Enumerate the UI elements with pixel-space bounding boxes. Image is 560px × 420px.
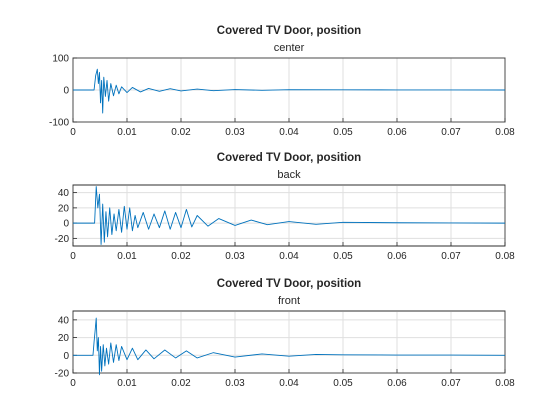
x-tick-label: 0.07 — [441, 378, 461, 389]
chart-title: Covered TV Door, position — [217, 152, 361, 164]
axes-box — [72, 184, 506, 247]
x-tick-label: 0.03 — [225, 127, 245, 138]
subplot-back: 0 0.01 0.02 0.03 0.04 0.05 0.06 0.07 0.0840200-2… — [55, 152, 516, 262]
chart-subtitle: front — [278, 295, 300, 307]
x-tick-label: 0.01 — [117, 127, 137, 138]
y-tick-label: 40 — [58, 188, 70, 199]
x-tick-label: 0.06 — [387, 251, 407, 262]
x-tick-label: 0.03 — [225, 378, 245, 389]
x-tick-label: 0.06 — [387, 378, 407, 389]
y-tick-label: -20 — [55, 234, 70, 245]
y-tick-label: 0 — [63, 86, 69, 97]
x-tick-label: 0.01 — [117, 378, 137, 389]
x-tick-label: 0.01 — [117, 251, 137, 262]
x-tick-label: 0.02 — [171, 378, 191, 389]
x-tick-label: 0 — [70, 378, 76, 389]
chart-title: Covered TV Door, position — [217, 278, 361, 290]
series-line-back — [73, 186, 506, 245]
y-tick-label: -20 — [55, 369, 70, 380]
x-tick-label: 0.05 — [333, 378, 353, 389]
x-tick-label: 0.08 — [495, 127, 515, 138]
series-line-front — [73, 317, 506, 376]
x-tick-label: 0.08 — [495, 378, 515, 389]
x-tick-label: 0.07 — [441, 251, 461, 262]
series-line-center — [73, 68, 506, 114]
x-tick-label: 0.02 — [171, 127, 191, 138]
subplot-center: 0 0.01 0.02 0.03 0.04 0.05 0.06 0.07 0.081000-10… — [49, 25, 515, 138]
y-tick-label: 0 — [63, 351, 69, 362]
chart-title: Covered TV Door, position — [217, 25, 361, 37]
x-tick-label: 0.04 — [279, 378, 299, 389]
y-tick-label: 20 — [58, 203, 70, 214]
axes-box — [72, 310, 506, 374]
y-tick-label: 20 — [58, 333, 70, 344]
chart-subtitle: center — [274, 42, 305, 54]
x-tick-label: 0.05 — [333, 251, 353, 262]
y-tick-label: 100 — [52, 54, 69, 65]
y-tick-label: 0 — [63, 219, 69, 230]
x-tick-label: 0 — [70, 251, 76, 262]
x-tick-label: 0.08 — [495, 251, 515, 262]
y-tick-label: 40 — [58, 315, 70, 326]
x-tick-label: 0.02 — [171, 251, 191, 262]
x-tick-label: 0.05 — [333, 127, 353, 138]
x-tick-label: 0.04 — [279, 251, 299, 262]
x-tick-label: 0.04 — [279, 127, 299, 138]
x-tick-label: 0.07 — [441, 127, 461, 138]
x-tick-label: 0.06 — [387, 127, 407, 138]
subplot-front: 0 0.01 0.02 0.03 0.04 0.05 0.06 0.07 0.0840200-2… — [55, 278, 516, 389]
chart-subtitle: back — [277, 169, 301, 181]
y-tick-label: -100 — [49, 118, 69, 129]
x-tick-label: 0.03 — [225, 251, 245, 262]
x-tick-label: 0 — [70, 127, 76, 138]
